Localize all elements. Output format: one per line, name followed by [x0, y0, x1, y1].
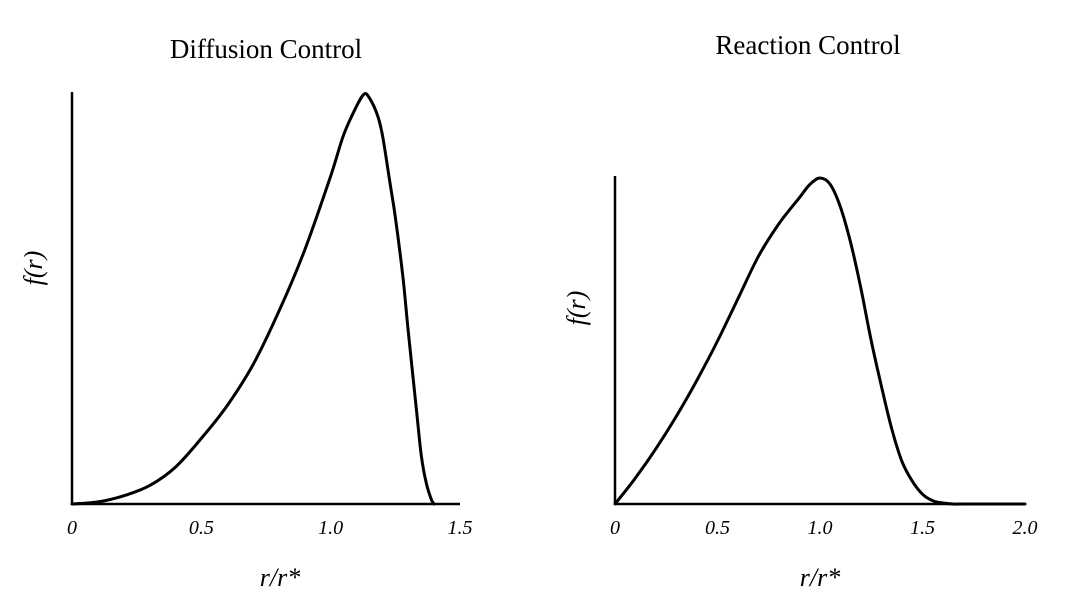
x-tick-label: 0 — [67, 517, 77, 539]
x-tick-labels: 0 0.5 1.0 1.5 2.0 — [610, 517, 1038, 539]
x-tick-labels: 0 0.5 1.0 1.5 — [67, 517, 473, 539]
series-line — [70, 92, 436, 506]
x-tick-label: 1.5 — [910, 517, 935, 539]
reaction-control-chart: Reaction Control f(r) r/r* 0 0.5 1.0 1.5 2.0 — [562, 30, 1038, 592]
chart-title: Diffusion Control — [170, 34, 362, 64]
x-tick-label: 0.5 — [189, 517, 214, 539]
x-tick-label: 0.5 — [705, 517, 730, 539]
x-tick-label: 1.0 — [318, 517, 343, 539]
x-tick-label: 1.0 — [808, 517, 833, 539]
chart-title: Reaction Control — [715, 30, 900, 60]
series-line — [613, 176, 1027, 506]
y-axis-label: f(r) — [562, 291, 591, 326]
y-axis-label: f(r) — [19, 251, 48, 286]
x-tick-label: 0 — [610, 517, 620, 539]
x-tick-label: 2.0 — [1013, 517, 1038, 539]
x-tick-label: 1.5 — [448, 517, 473, 539]
x-axis-label: r/r* — [800, 563, 840, 592]
x-axis-label: r/r* — [260, 563, 300, 592]
diffusion-control-chart: Diffusion Control f(r) r/r* 0 0.5 1.0 1.5 — [19, 34, 473, 592]
